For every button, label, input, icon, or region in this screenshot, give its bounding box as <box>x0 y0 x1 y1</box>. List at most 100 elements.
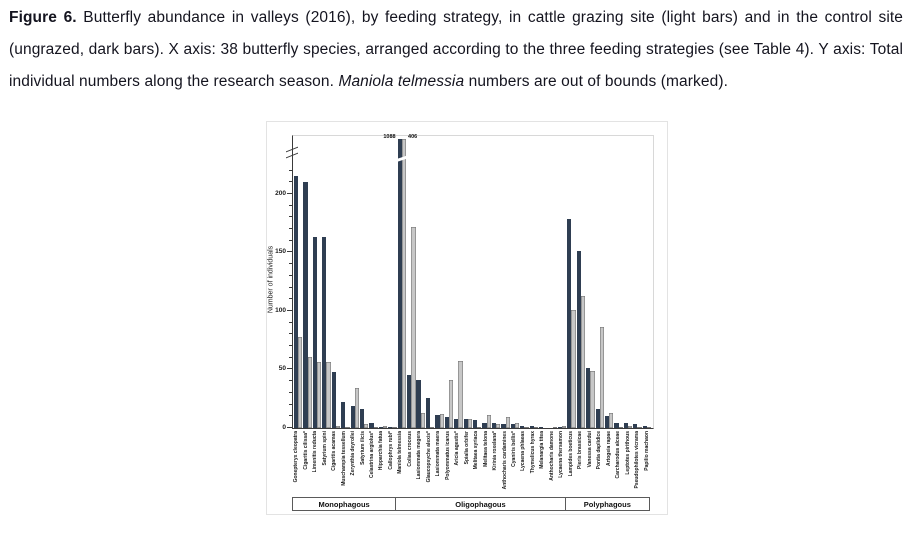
species-column <box>312 136 322 428</box>
bar-dark <box>312 237 318 428</box>
group-label: Monophagous <box>318 499 370 509</box>
species-label: Lampides boeticus <box>567 431 576 495</box>
bar-dark <box>444 417 449 428</box>
species-column <box>491 136 501 428</box>
species-column <box>341 136 350 428</box>
species-label: Hipparchia fatua <box>377 431 386 495</box>
bar-light <box>448 380 454 428</box>
bar-dark <box>350 406 355 428</box>
species-label: Lasiommata maera <box>434 431 443 495</box>
bar-light <box>335 426 341 428</box>
species-label-text: Lasiommata maera <box>435 431 442 477</box>
minor-tick <box>289 345 292 346</box>
bar-dark <box>557 427 563 428</box>
major-tick <box>287 368 292 369</box>
species-label-text: Callophrys rubi* <box>387 431 394 470</box>
bar-light <box>401 139 407 428</box>
species-label-text: Maniola telmessia <box>397 431 404 474</box>
bar-light <box>533 427 538 428</box>
bar-dark <box>623 423 628 428</box>
x-axis-labels: Gonepteryx cleopatra Cigaritis cilissa* Li… <box>292 431 652 495</box>
species-label: Satyrium ilicis <box>358 431 367 495</box>
bars-container <box>293 136 653 428</box>
plot-area: 1088 406 <box>292 134 654 429</box>
species-label: Glaucopsyche alexis* <box>425 431 434 495</box>
bar-light <box>505 417 510 428</box>
bar-dark <box>529 426 534 428</box>
bar-light <box>383 426 388 428</box>
species-label-text: Spialia orbifer <box>463 431 470 465</box>
species-label: Lasiommata megera <box>415 431 424 495</box>
bar-light <box>571 310 576 428</box>
species-label-text: Cyaniris bellis* <box>511 431 518 467</box>
minor-tick <box>289 205 292 206</box>
species-label-text: Lycaena phlaeas <box>520 431 527 471</box>
bar-light <box>562 426 567 428</box>
species-column <box>425 136 435 428</box>
y-tick-label: 150 <box>275 248 286 255</box>
bar-dark <box>633 424 638 428</box>
species-column <box>604 136 614 428</box>
bar-light <box>486 415 491 428</box>
minor-tick <box>289 415 292 416</box>
group-box-monophagous: Monophagous <box>292 497 397 511</box>
bar-dark <box>341 402 346 428</box>
species-label-text: Pieris brassicae <box>577 431 584 470</box>
minor-tick <box>289 181 292 182</box>
species-label: Cyaniris bellis* <box>510 431 519 495</box>
minor-tick <box>289 240 292 241</box>
major-tick <box>287 251 292 252</box>
species-label-text: Leptotes pirithous <box>624 431 631 475</box>
bar-dark <box>482 423 487 428</box>
species-column <box>359 136 369 428</box>
oob-value-light: 406 <box>408 134 418 140</box>
species-label: Spialia orbifer <box>462 431 471 495</box>
species-column <box>454 136 463 428</box>
species-column <box>510 136 520 428</box>
minor-tick <box>289 216 292 217</box>
species-label-text: Cigaritis acamas <box>331 431 338 471</box>
feeding-strategy-groups: Monophagous Oligophagous Polyphagous <box>292 497 652 511</box>
species-label: Callophrys rubi* <box>387 431 396 495</box>
species-label-text: Aricia agestis* <box>454 431 461 466</box>
bar-light <box>411 227 416 428</box>
major-tick <box>287 193 292 194</box>
species-column <box>567 136 576 428</box>
bar-dark <box>595 409 600 428</box>
species-label-text: Polyommatus icarus <box>444 431 451 480</box>
bar-light <box>467 419 473 428</box>
species-column <box>303 136 312 428</box>
group-label: Polyphagous <box>583 499 631 509</box>
species-label: Celastrina argiolus* <box>368 431 377 495</box>
species-column <box>397 136 407 428</box>
species-column <box>557 136 567 428</box>
species-column <box>633 136 642 428</box>
minor-tick <box>289 298 292 299</box>
species-label-text: Melanargia titea <box>539 431 546 469</box>
bar-dark <box>538 427 544 428</box>
species-column <box>378 136 388 428</box>
bar-dark <box>378 427 384 428</box>
species-column <box>435 136 444 428</box>
species-column <box>416 136 425 428</box>
bar-light <box>364 424 369 428</box>
species-column <box>576 136 586 428</box>
species-label: Anthocharis cardamines <box>500 431 509 495</box>
species-column <box>538 136 548 428</box>
y-tick-label: 50 <box>278 365 286 372</box>
bar-light <box>307 357 312 428</box>
minor-tick <box>289 380 292 381</box>
species-label-text: Glaucopsyche alexis* <box>425 431 432 483</box>
species-label-text: Hipparchia fatua <box>378 431 385 471</box>
bar-light <box>345 427 350 428</box>
minor-tick <box>289 392 292 393</box>
species-column <box>473 136 482 428</box>
species-label: Vanessa cardui <box>586 431 595 495</box>
figure-label: Figure 6. <box>9 9 77 26</box>
species-label: Thymelicus hyrax <box>529 431 538 495</box>
species-column <box>520 136 529 428</box>
bar-dark <box>407 375 412 428</box>
species-label-text: Anthocharis damone <box>548 431 555 481</box>
bar-light <box>618 427 623 428</box>
species-label-text: Cigaritis cilissa* <box>302 431 309 470</box>
